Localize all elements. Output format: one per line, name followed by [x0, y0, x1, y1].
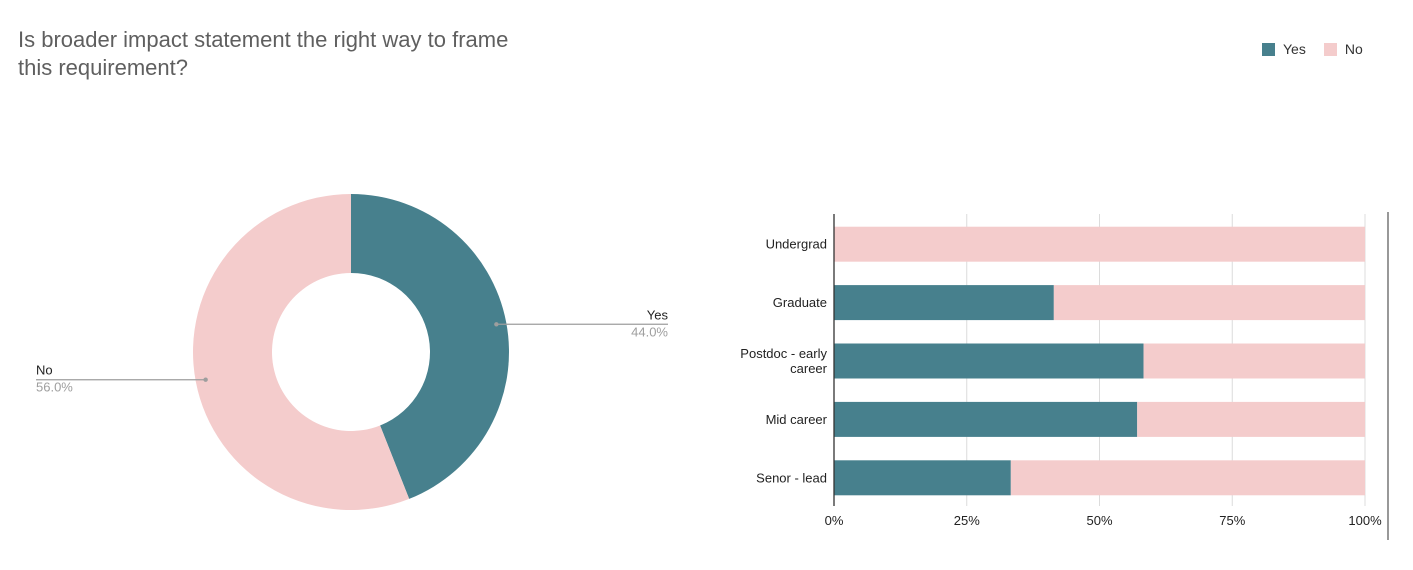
- x-tick-label: 25%: [954, 513, 980, 528]
- y-category-label: Postdoc - early: [740, 346, 827, 361]
- x-tick-label: 100%: [1348, 513, 1382, 528]
- chart-title: Is broader impact statement the right wa…: [18, 27, 509, 80]
- legend-label-no: No: [1344, 41, 1363, 57]
- y-category-label: Senor - lead: [756, 470, 827, 485]
- leader-dot-no: [203, 377, 208, 382]
- legend-label-yes: Yes: [1283, 41, 1306, 57]
- bar-no: [1053, 285, 1365, 321]
- slice-percent-no: 56.0%: [36, 380, 73, 395]
- x-tick-label: 75%: [1219, 513, 1245, 528]
- bar-yes: [834, 343, 1144, 379]
- pie-slice-yes: [351, 194, 510, 499]
- bar-no: [834, 226, 1365, 262]
- y-category-label: Graduate: [773, 295, 827, 310]
- bar-yes: [834, 285, 1054, 321]
- bar-yes: [834, 460, 1011, 496]
- slice-percent-yes: 44.0%: [631, 324, 668, 339]
- y-category-label: Mid career: [766, 412, 828, 427]
- pie-slice-no: [193, 194, 410, 510]
- bar-no: [1137, 401, 1365, 437]
- slice-label-yes: Yes: [647, 307, 669, 322]
- y-category-label: Undergrad: [766, 237, 827, 252]
- legend: Yes No: [1262, 41, 1363, 57]
- y-category-label: career: [790, 361, 828, 376]
- bar-yes: [834, 401, 1138, 437]
- leader-dot-yes: [494, 322, 499, 327]
- bar-no: [1143, 343, 1365, 379]
- bar-no: [1010, 460, 1365, 496]
- legend-item-yes: Yes: [1262, 41, 1306, 57]
- x-tick-label: 0%: [825, 513, 844, 528]
- legend-swatch-yes: [1262, 42, 1275, 56]
- legend-swatch-no: [1323, 42, 1337, 56]
- donut-chart: Yes 44.0% No 56.0%: [36, 194, 669, 510]
- x-tick-label: 50%: [1086, 513, 1112, 528]
- legend-item-no: No: [1323, 41, 1363, 57]
- slice-label-no: No: [36, 363, 53, 378]
